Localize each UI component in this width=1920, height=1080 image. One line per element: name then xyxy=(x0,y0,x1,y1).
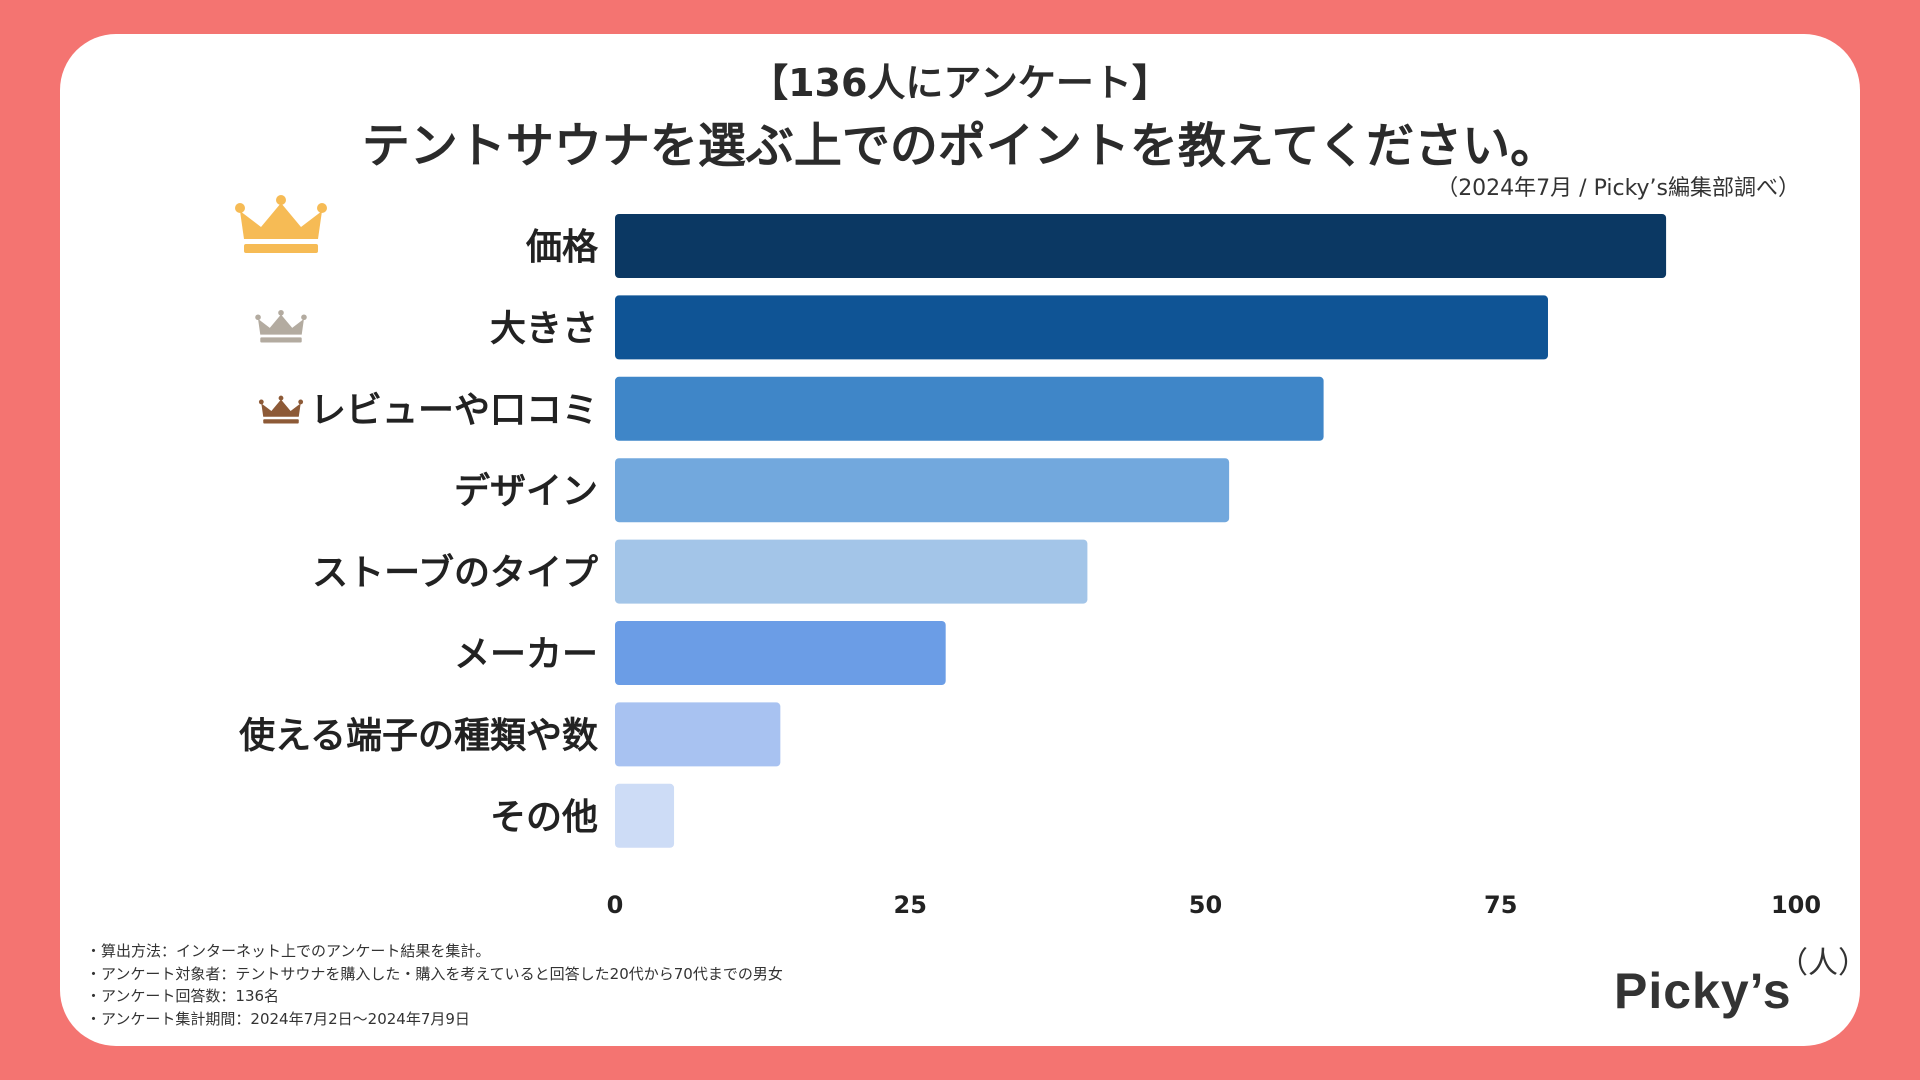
bar-1 xyxy=(615,214,1667,278)
bar-2 xyxy=(615,295,1548,360)
gold-crown-icon xyxy=(235,195,327,253)
bar-chart: 価格大きさレビューや口コミデザインストーブのタイプメーカー使える端子の種類や数そ… xyxy=(235,195,1821,919)
x-tick-label-25: 25 xyxy=(894,891,927,919)
survey-notes: ・算出方法：インターネット上でのアンケート結果を集計。 ・アンケート対象者：テン… xyxy=(86,940,783,1030)
bar-3 xyxy=(615,376,1324,441)
bar-7 xyxy=(615,702,781,767)
chart-card: 【136人にアンケート】 テントサウナを選ぶ上でのポイントを教えてください。 （… xyxy=(60,34,1868,1046)
brand-logo: Picky’s xyxy=(1614,963,1792,1019)
category-label-7: 使える端子の種類や数 xyxy=(239,715,598,756)
note-method: ・算出方法：インターネット上でのアンケート結果を集計。 xyxy=(86,942,491,960)
x-tick-label-75: 75 xyxy=(1484,891,1517,919)
category-label-4: デザイン xyxy=(454,470,598,512)
bar-5 xyxy=(615,539,1088,604)
x-tick-label-100: 100 xyxy=(1771,891,1821,919)
category-label-6: メーカー xyxy=(454,634,598,675)
bar-6 xyxy=(615,621,946,685)
note-count: ・アンケート回答数：136名 xyxy=(86,987,280,1005)
x-tick-label-50: 50 xyxy=(1189,891,1222,919)
category-label-2: 大きさ xyxy=(490,308,598,349)
bar-8 xyxy=(615,783,675,848)
category-label-1: 価格 xyxy=(525,227,599,268)
note-target: ・アンケート対象者：テントサウナを購入した・購入を考えていると回答した20代から… xyxy=(86,964,783,983)
category-label-3: レビューや口コミ xyxy=(310,390,598,431)
note-period: ・アンケート集計期間：2024年7月2日〜2024年7月9日 xyxy=(86,1009,470,1028)
category-label-8: その他 xyxy=(490,797,598,838)
category-label-5: ストーブのタイプ xyxy=(312,552,598,594)
survey-tag: 【136人にアンケート】 xyxy=(750,61,1170,105)
bar-4 xyxy=(615,458,1230,523)
x-axis-unit: （人） xyxy=(1778,946,1868,981)
chart-title: テントサウナを選ぶ上でのポイントを教えてください。 xyxy=(361,118,1559,174)
source-note: （2024年7月 / Picky’s編集部調べ） xyxy=(1436,176,1800,201)
x-tick-label-0: 0 xyxy=(607,891,624,919)
silver-crown-icon xyxy=(255,309,307,343)
bronze-crown-icon xyxy=(258,395,304,424)
